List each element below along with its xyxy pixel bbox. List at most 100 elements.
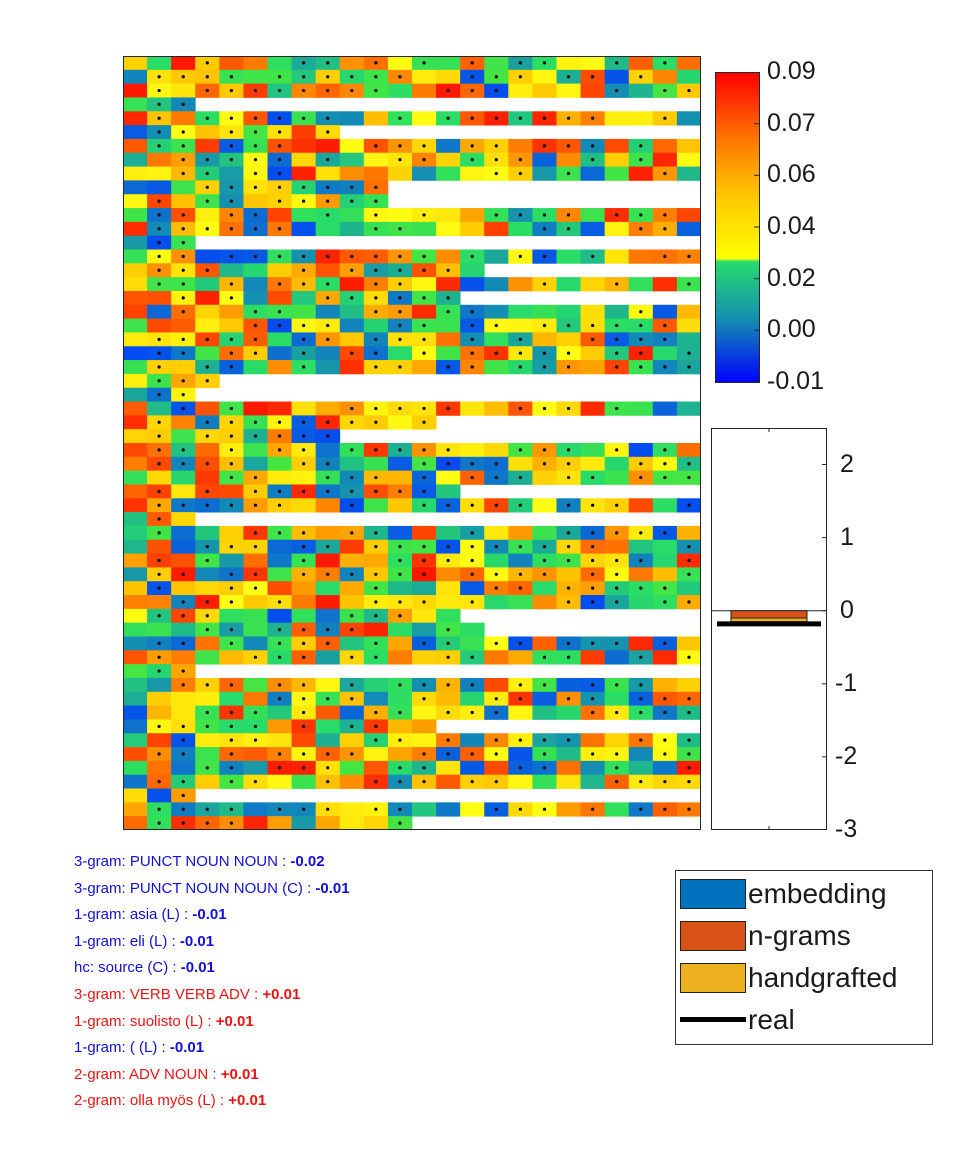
- heatmap-dot: [422, 213, 426, 217]
- heatmap-cell: [147, 304, 172, 320]
- heatmap-cell: [195, 747, 220, 762]
- heatmap-cell: [339, 636, 365, 651]
- heatmap-dot: [591, 337, 595, 341]
- heatmap-cell: [315, 705, 341, 720]
- heatmap-dot: [470, 531, 474, 535]
- heatmap-dot: [229, 752, 233, 756]
- heatmap-dot: [494, 475, 498, 480]
- heatmap-dot: [350, 724, 354, 728]
- heatmap-dot: [566, 116, 571, 120]
- heatmap-dot: [518, 213, 522, 217]
- heatmap-cell: [676, 304, 701, 320]
- heatmap-cell: [123, 83, 148, 98]
- heatmap-dot: [663, 710, 667, 715]
- heatmap-cell: [123, 152, 148, 167]
- heatmap-cell: [628, 401, 654, 416]
- heatmap-cell: [315, 525, 341, 541]
- heatmap-cell: [628, 166, 654, 181]
- heatmap-cell: [123, 512, 148, 527]
- heatmap-dot: [518, 807, 522, 811]
- heatmap-dot: [615, 213, 619, 217]
- heatmap-dot: [446, 738, 450, 742]
- heatmap-cell: [243, 816, 268, 830]
- heatmap-dot: [446, 503, 450, 507]
- heatmap-dot: [591, 586, 595, 590]
- heatmap-cell: [195, 470, 220, 485]
- heatmap-cell: [412, 622, 437, 637]
- heatmap-cell: [123, 138, 148, 154]
- heatmap-cell: [339, 277, 365, 292]
- heatmap-cell: [436, 318, 461, 333]
- heatmap-dot: [518, 158, 522, 162]
- heatmap-cell: [436, 760, 461, 776]
- heatmap-cell: [508, 138, 533, 154]
- heatmap-dot: [229, 683, 233, 687]
- heatmap-cell: [339, 138, 365, 154]
- heatmap-dot: [253, 323, 258, 328]
- heatmap-cell: [243, 69, 268, 85]
- heatmap-dot: [566, 655, 571, 659]
- heatmap-cell: [315, 816, 341, 830]
- heatmap-dot: [326, 641, 330, 646]
- heatmap-dot: [494, 752, 498, 756]
- heatmap-cell: [339, 760, 365, 776]
- heatmap-dot: [157, 227, 161, 231]
- heatmap-dot: [157, 379, 161, 383]
- heatmap-dot: [639, 75, 643, 79]
- heatmap-cell: [363, 318, 389, 333]
- heatmap-cell: [484, 56, 509, 71]
- heatmap-cell: [123, 263, 148, 278]
- heatmap-dot: [422, 448, 426, 452]
- heatmap-cell: [412, 304, 437, 320]
- heatmap-cell: [123, 125, 148, 140]
- heatmap-dot: [350, 614, 354, 618]
- heatmap-cell: [676, 56, 701, 71]
- heatmap-dot: [422, 572, 426, 576]
- heatmap-dot: [181, 227, 185, 231]
- heatmap-dot: [494, 586, 498, 590]
- heatmap-cell: [123, 677, 148, 693]
- heatmap-dot: [350, 75, 354, 79]
- heatmap-dot: [253, 572, 258, 576]
- heatmap-cell: [171, 705, 196, 720]
- heatmap-dot: [302, 199, 306, 203]
- heatmap-cell: [123, 69, 148, 85]
- heatmap-cell: [436, 166, 461, 181]
- heatmap-dot: [326, 420, 330, 424]
- heatmap-dot: [326, 282, 330, 286]
- heatmap-cell: [628, 249, 654, 264]
- heatmap-dot: [205, 75, 209, 79]
- heatmap-dot: [639, 558, 643, 563]
- heatmap-dot: [302, 323, 306, 328]
- heatmap-cell: [147, 788, 172, 803]
- heatmap-dot: [253, 489, 258, 493]
- heatmap-dot: [615, 683, 619, 687]
- heatmap-dot: [542, 462, 547, 466]
- heatmap-dot: [542, 766, 547, 770]
- legend: embedding n-grams handgrafted real: [675, 870, 933, 1045]
- heatmap-cell: [412, 581, 437, 596]
- heatmap-dot: [542, 558, 547, 563]
- heatmap-dot: [374, 531, 378, 535]
- heatmap-dot: [374, 351, 378, 355]
- heatmap-cell: [147, 318, 172, 333]
- heatmap-dot: [277, 130, 282, 134]
- feature-value: -0.01: [315, 879, 350, 897]
- heatmap-dot: [374, 655, 378, 659]
- heatmap-dot: [470, 144, 474, 148]
- heatmap-dot: [639, 462, 643, 466]
- heatmap-dot: [687, 807, 691, 811]
- heatmap-cell: [267, 719, 292, 734]
- heatmap-dot: [591, 158, 595, 162]
- heatmap-dot: [157, 75, 161, 79]
- heatmap-dot: [374, 738, 378, 742]
- heatmap-dot: [398, 144, 402, 148]
- heatmap-dot: [181, 738, 185, 742]
- heatmap-dot: [446, 655, 450, 659]
- heatmap-cell: [219, 263, 244, 278]
- heatmap-dot: [229, 475, 233, 480]
- heatmap-cell: [171, 56, 196, 71]
- heatmap-cell: [243, 553, 268, 568]
- heatmap-dot: [181, 669, 185, 673]
- heatmap-dot: [205, 61, 209, 65]
